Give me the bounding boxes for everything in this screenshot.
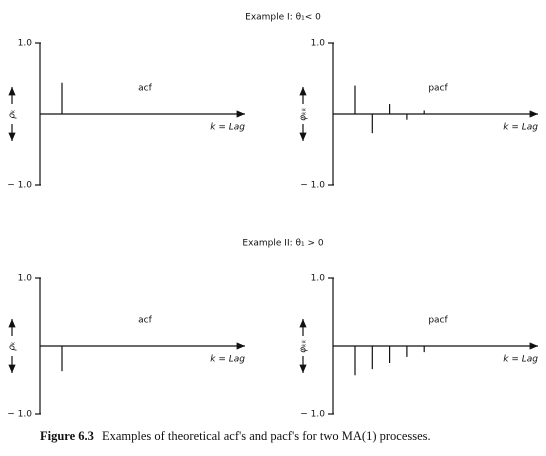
y-tick-label: − 1.0 [7,181,32,191]
y-axis-label: ρₖ [8,109,18,119]
caption-text: Examples of theoretical acf's and pacf's… [102,429,431,443]
y-tick-label: 1.0 [311,39,326,49]
caption: Figure 6.3 Examples of theoretical acf's … [40,429,431,443]
panel-title: acf [138,316,152,326]
x-axis-label: k = Lag [210,355,245,365]
x-axis-label: k = Lag [503,355,538,365]
x-axis-label: k = Lag [503,123,538,133]
caption-label: Figure 6.3 [40,429,94,443]
y-tick-label: − 1.0 [300,410,325,420]
heading: Example I: θ₁< 0 [245,13,321,23]
panel-title: acf [138,84,152,94]
y-tick-label: 1.0 [18,39,33,49]
panel-title: pacf [428,84,448,94]
y-tick-label: 1.0 [311,274,326,284]
heading: Example II: θ₁ > 0 [242,239,323,249]
y-tick-label: 1.0 [18,274,33,284]
x-axis-label: k = Lag [210,123,245,133]
y-axis-label: ρₖ [8,341,18,351]
y-axis-label: φₖₖ [299,107,309,121]
y-tick-label: − 1.0 [300,181,325,191]
y-axis-label: φₖₖ [299,339,309,353]
y-tick-label: − 1.0 [7,410,32,420]
panel-title: pacf [428,316,448,326]
